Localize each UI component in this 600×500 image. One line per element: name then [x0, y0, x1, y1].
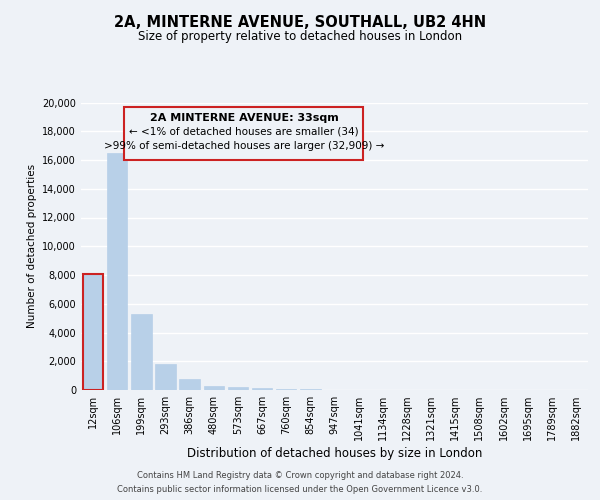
Bar — [155, 364, 176, 390]
Text: Contains HM Land Registry data © Crown copyright and database right 2024.: Contains HM Land Registry data © Crown c… — [137, 471, 463, 480]
Bar — [107, 153, 127, 390]
Text: >99% of semi-detached houses are larger (32,909) →: >99% of semi-detached houses are larger … — [104, 140, 384, 150]
Bar — [252, 388, 272, 390]
Text: Size of property relative to detached houses in London: Size of property relative to detached ho… — [138, 30, 462, 43]
Bar — [131, 314, 152, 390]
Bar — [203, 386, 224, 390]
Bar — [83, 274, 103, 390]
Bar — [227, 387, 248, 390]
Bar — [179, 379, 200, 390]
FancyBboxPatch shape — [124, 107, 364, 160]
Bar — [276, 389, 296, 390]
Text: 2A MINTERNE AVENUE: 33sqm: 2A MINTERNE AVENUE: 33sqm — [149, 112, 338, 122]
Y-axis label: Number of detached properties: Number of detached properties — [27, 164, 37, 328]
Text: ← <1% of detached houses are smaller (34): ← <1% of detached houses are smaller (34… — [129, 126, 359, 136]
Text: Contains public sector information licensed under the Open Government Licence v3: Contains public sector information licen… — [118, 485, 482, 494]
Text: 2A, MINTERNE AVENUE, SOUTHALL, UB2 4HN: 2A, MINTERNE AVENUE, SOUTHALL, UB2 4HN — [114, 15, 486, 30]
X-axis label: Distribution of detached houses by size in London: Distribution of detached houses by size … — [187, 448, 482, 460]
